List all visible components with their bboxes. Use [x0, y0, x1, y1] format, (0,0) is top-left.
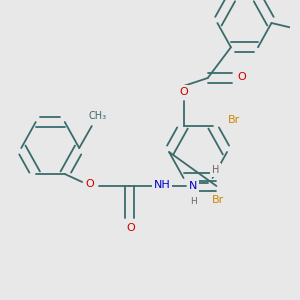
Text: Br: Br: [212, 195, 224, 205]
Text: O: O: [126, 223, 135, 233]
Text: Br: Br: [228, 115, 240, 125]
Text: I: I: [299, 24, 300, 34]
Text: O: O: [85, 179, 94, 189]
Text: O: O: [237, 72, 246, 82]
Text: H: H: [190, 197, 196, 206]
Text: CH₃: CH₃: [88, 111, 106, 121]
Text: H: H: [212, 165, 219, 175]
Text: O: O: [179, 87, 188, 97]
Text: N: N: [189, 181, 197, 191]
Text: NH: NH: [154, 180, 171, 190]
